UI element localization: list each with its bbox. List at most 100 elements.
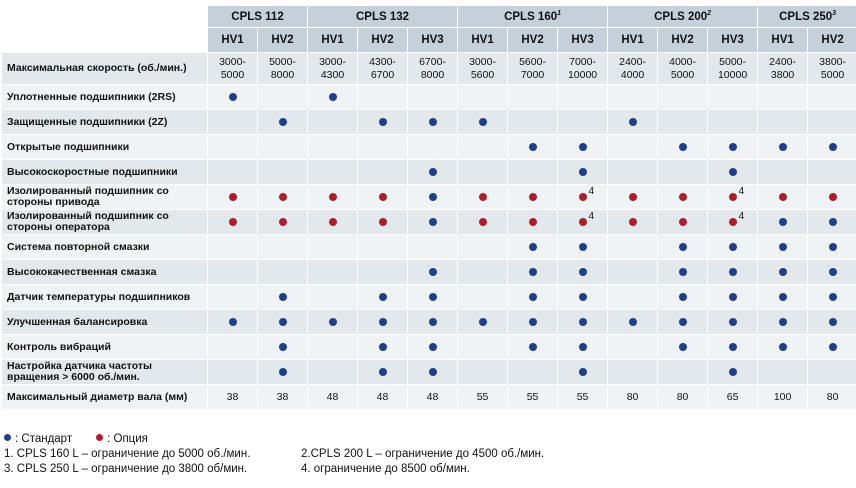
option-dot-icon bbox=[278, 217, 287, 226]
feature-cell bbox=[208, 185, 257, 209]
feature-cell bbox=[758, 160, 808, 184]
feature-cell bbox=[308, 85, 358, 109]
speed-value: 3000- 4300 bbox=[308, 53, 358, 84]
feature-cell bbox=[708, 310, 758, 334]
standard-dot-icon bbox=[378, 292, 387, 301]
feature-cell bbox=[608, 335, 658, 359]
model-header: CPLS 2503 bbox=[758, 6, 856, 27]
model-header: CPLS 132 bbox=[308, 6, 458, 27]
feature-cell bbox=[708, 260, 758, 284]
legend-notes-row-2: 3. CPLS 250 L – ограничение до 3800 об/м… bbox=[4, 462, 544, 477]
row-label: Система повторной смазки bbox=[2, 235, 207, 259]
option-dot-icon bbox=[378, 192, 387, 201]
row-label: Высококачественная смазка bbox=[2, 260, 207, 284]
shaft-value: 55 bbox=[458, 385, 508, 409]
feature-cell bbox=[358, 135, 408, 159]
shaft-value: 55 bbox=[508, 385, 558, 409]
speed-value: 7000- 10000 bbox=[558, 53, 608, 84]
option-dot-icon bbox=[328, 192, 337, 201]
model-header: CPLS 1601 bbox=[458, 6, 608, 27]
feature-cell: 4 bbox=[708, 185, 758, 209]
feature-cell bbox=[408, 335, 458, 359]
feature-cell bbox=[558, 360, 608, 384]
standard-dot-icon bbox=[728, 342, 737, 351]
feature-cell bbox=[308, 360, 358, 384]
option-dot-icon bbox=[628, 217, 637, 226]
feature-cell bbox=[758, 335, 808, 359]
row-label: Открытые подшипники bbox=[2, 135, 207, 159]
feature-cell bbox=[608, 360, 658, 384]
standard-dot-icon bbox=[578, 167, 587, 176]
feature-cell bbox=[508, 310, 558, 334]
feature-cell bbox=[308, 135, 358, 159]
feature-row: Изолированный подшипник со стороны приво… bbox=[2, 185, 856, 209]
option-dot-icon bbox=[778, 192, 787, 201]
feature-cell bbox=[208, 135, 257, 159]
option-dot-icon bbox=[528, 217, 537, 226]
standard-dot-icon bbox=[278, 292, 287, 301]
feature-cell bbox=[608, 310, 658, 334]
feature-cell bbox=[208, 110, 257, 134]
standard-dot-icon bbox=[378, 367, 387, 376]
variant-header: HV3 bbox=[708, 28, 758, 52]
feature-cell bbox=[458, 135, 508, 159]
standard-dot-icon bbox=[528, 142, 537, 151]
feature-cell bbox=[458, 160, 508, 184]
option-dot-icon bbox=[728, 217, 737, 226]
feature-cell: 4 bbox=[558, 185, 608, 209]
standard-dot-icon bbox=[728, 317, 737, 326]
standard-dot-icon bbox=[428, 367, 437, 376]
feature-cell bbox=[458, 185, 508, 209]
feature-cell bbox=[558, 310, 608, 334]
feature-cell bbox=[558, 85, 608, 109]
standard-dot-icon bbox=[678, 292, 687, 301]
feature-cell bbox=[708, 335, 758, 359]
feature-cell bbox=[358, 85, 408, 109]
feature-cell bbox=[558, 135, 608, 159]
shaft-value: 55 bbox=[558, 385, 608, 409]
feature-row: Изолированный подшипник со стороны опера… bbox=[2, 210, 856, 234]
feature-cell bbox=[208, 335, 257, 359]
max-shaft-diameter-row: Максимальный диаметр вала (мм) 38 38 48 48 48… bbox=[2, 385, 856, 409]
option-dot-icon bbox=[478, 192, 487, 201]
option-dot-icon bbox=[328, 217, 337, 226]
standard-dot-icon bbox=[828, 342, 837, 351]
feature-cell bbox=[758, 110, 808, 134]
legend-standard-label: : Стандарт bbox=[15, 433, 73, 445]
standard-dot-icon bbox=[778, 242, 787, 251]
feature-cell bbox=[558, 285, 608, 309]
max-speed-row: Максимальная скорость (об./мин.) 3000- 500… bbox=[2, 53, 856, 84]
feature-cell bbox=[408, 235, 458, 259]
feature-cell bbox=[208, 285, 257, 309]
standard-dot-icon bbox=[678, 342, 687, 351]
standard-dot-icon bbox=[428, 192, 437, 201]
variant-header: HV2 bbox=[358, 28, 408, 52]
feature-row: Система повторной смазки bbox=[2, 235, 856, 259]
feature-cell bbox=[608, 135, 658, 159]
row-label: Настройка датчика частоты вращения > 600… bbox=[2, 360, 207, 384]
feature-row: Контроль вибраций bbox=[2, 335, 856, 359]
standard-dot-icon bbox=[578, 242, 587, 251]
model-header-row: CPLS 112 CPLS 132 CPLS 1601 CPLS 2002 CPLS 2… bbox=[2, 6, 856, 27]
feature-cell bbox=[208, 235, 257, 259]
feature-cell bbox=[408, 85, 458, 109]
feature-row: Защищенные подшипники (2Z) bbox=[2, 110, 856, 134]
feature-cell bbox=[408, 135, 458, 159]
standard-dot-icon bbox=[278, 367, 287, 376]
feature-cell bbox=[258, 360, 308, 384]
standard-dot-icon bbox=[4, 434, 11, 442]
feature-cell bbox=[208, 85, 257, 109]
feature-cell bbox=[808, 160, 856, 184]
feature-cell bbox=[258, 285, 308, 309]
feature-cell bbox=[358, 210, 408, 234]
option-dot-icon bbox=[678, 192, 687, 201]
feature-cell bbox=[208, 360, 257, 384]
feature-cell bbox=[208, 160, 257, 184]
standard-dot-icon bbox=[428, 292, 437, 301]
feature-cell bbox=[508, 185, 558, 209]
feature-cell bbox=[708, 285, 758, 309]
feature-cell bbox=[408, 360, 458, 384]
row-label: Максимальная скорость (об./мин.) bbox=[2, 53, 207, 84]
feature-cell bbox=[658, 360, 708, 384]
feature-cell bbox=[608, 210, 658, 234]
